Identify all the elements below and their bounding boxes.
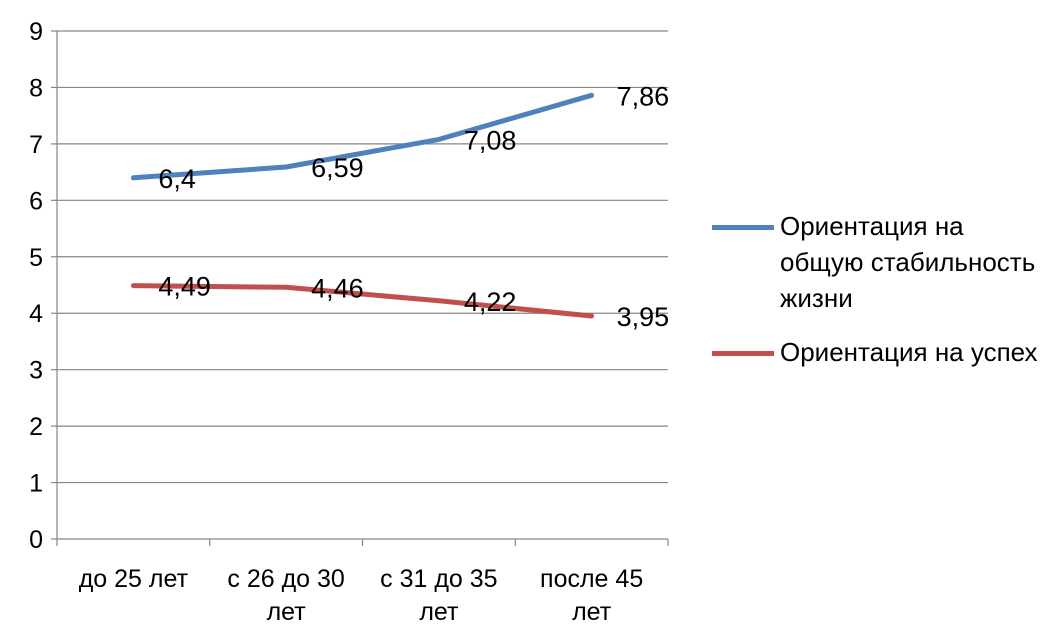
data-label: 4,22 <box>464 287 517 317</box>
y-tick-label: 2 <box>29 413 43 441</box>
data-label: 6,4 <box>158 164 196 194</box>
legend-item-stability: Ориентация на общую стабильность жизни <box>712 208 1052 316</box>
x-tick-label: с 26 до 30 лет <box>227 565 344 625</box>
legend-swatch-red <box>712 351 774 356</box>
y-tick-label: 8 <box>29 74 43 102</box>
x-tick-label: до 25 лет <box>79 565 189 593</box>
y-tick-label: 5 <box>29 244 43 272</box>
data-label: 3,95 <box>617 302 670 332</box>
data-label: 7,08 <box>464 125 517 155</box>
data-labels: 6,4 6,59 7,08 7,86 4,49 4,46 4,22 3,95 <box>158 81 669 332</box>
gridlines <box>57 30 668 484</box>
x-axis-ticks: до 25 лет с 26 до 30 лет с 31 до 35 лет после… <box>56 539 669 625</box>
data-label: 7,86 <box>617 81 670 111</box>
y-tick-label: 6 <box>29 187 43 215</box>
y-tick-label: 0 <box>29 526 43 554</box>
y-tick-label: 1 <box>29 470 43 498</box>
series-line <box>130 283 595 319</box>
y-axis-ticks: 0 1 2 3 4 5 6 7 8 9 <box>29 18 57 554</box>
y-tick-label: 3 <box>29 357 43 385</box>
x-tick-label: после 45 лет <box>540 565 643 625</box>
legend-label: Ориентация на общую стабильность жизни <box>780 211 1036 313</box>
y-tick-label: 4 <box>29 300 43 328</box>
y-tick-label: 7 <box>29 131 43 159</box>
series-lines <box>130 92 595 319</box>
data-label: 4,49 <box>158 272 211 302</box>
y-tick-label: 9 <box>29 18 43 46</box>
data-label: 6,59 <box>311 153 364 183</box>
x-tick-label: с 31 до 35 лет <box>380 565 497 625</box>
series-line <box>130 92 595 181</box>
legend: Ориентация на общую стабильность жизни О… <box>712 208 1052 388</box>
legend-item-success: Ориентация на успех <box>712 334 1052 370</box>
legend-swatch-blue <box>712 225 774 230</box>
data-label: 4,46 <box>311 273 364 303</box>
legend-label: Ориентация на успех <box>780 337 1038 367</box>
